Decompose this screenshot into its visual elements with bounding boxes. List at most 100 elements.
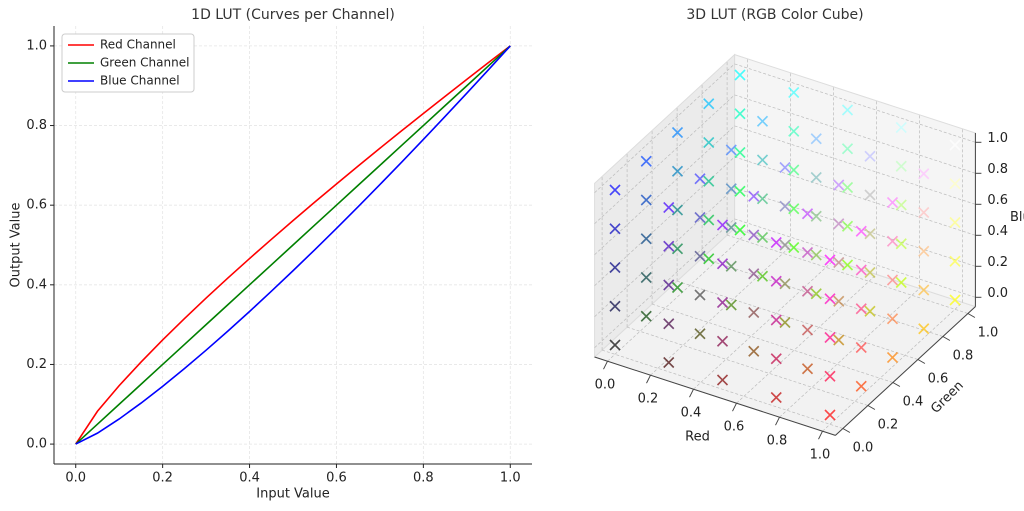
- z-tick-label: 1.0: [987, 131, 1008, 146]
- point: [810, 133, 822, 145]
- grid-line: [822, 302, 963, 432]
- point: [663, 279, 675, 291]
- x-tick-label: 0.2: [638, 392, 659, 407]
- point: [949, 216, 961, 229]
- point: [703, 175, 715, 187]
- point: [886, 235, 899, 247]
- tick-mark: [689, 388, 694, 398]
- point: [716, 258, 729, 270]
- legend-label: Green Channel: [100, 56, 189, 70]
- point: [671, 243, 684, 255]
- point: [949, 255, 961, 267]
- point: [949, 178, 961, 190]
- y-tick-label: 0.4: [903, 395, 924, 410]
- point: [918, 206, 930, 219]
- point: [703, 136, 715, 149]
- point: [779, 278, 791, 290]
- point: [694, 211, 706, 224]
- tick-mark: [917, 359, 926, 364]
- x-tick-label: 0.4: [239, 471, 260, 486]
- line-series: [75, 45, 511, 445]
- point: [756, 270, 769, 282]
- point: [640, 194, 652, 206]
- point: [734, 224, 746, 236]
- point: [895, 238, 907, 250]
- point: [864, 266, 876, 279]
- point: [725, 221, 737, 234]
- point: [640, 310, 652, 322]
- point: [734, 146, 746, 159]
- x-tick-label: 0.6: [724, 420, 745, 435]
- point: [779, 316, 791, 329]
- y-tick-label: 1.0: [26, 38, 47, 53]
- grid-line: [651, 303, 894, 383]
- point: [864, 150, 876, 162]
- tick-mark: [603, 360, 608, 370]
- point: [748, 229, 760, 241]
- point: [810, 249, 822, 261]
- x-tick-label: 0.0: [595, 378, 616, 393]
- point: [801, 208, 814, 220]
- grid-line: [594, 187, 735, 317]
- point: [734, 108, 746, 120]
- z-tick-label: 0.6: [987, 193, 1008, 208]
- point: [703, 214, 715, 226]
- grid-line: [736, 274, 877, 404]
- x-axis-label: Red: [685, 430, 710, 445]
- point: [770, 353, 782, 365]
- point: [833, 179, 845, 191]
- point: [748, 268, 760, 280]
- point: [694, 173, 706, 185]
- y-tick-label: 0.0: [26, 437, 47, 452]
- point: [788, 125, 800, 137]
- point: [824, 370, 836, 382]
- point: [671, 126, 684, 139]
- point: [725, 183, 737, 195]
- tick-mark: [818, 430, 823, 440]
- point: [716, 335, 729, 347]
- point: [663, 240, 675, 252]
- point: [663, 318, 675, 330]
- point: [748, 345, 760, 357]
- point: [895, 160, 907, 172]
- point: [770, 236, 782, 249]
- point: [801, 285, 814, 297]
- point: [841, 143, 854, 155]
- x-tick-label: 0.2: [152, 471, 173, 486]
- z-tick-label: 0.2: [987, 255, 1008, 270]
- point: [886, 313, 899, 325]
- line-series: [75, 45, 511, 445]
- grid-line: [676, 280, 919, 360]
- x-axis-label: Input Value: [256, 487, 330, 502]
- grid-line: [650, 246, 791, 376]
- point: [779, 239, 791, 251]
- z-tick-label: 0.8: [987, 162, 1008, 177]
- y-tick-label: 0.2: [26, 357, 47, 372]
- grid-line: [594, 94, 735, 224]
- point: [609, 300, 621, 312]
- grid-line: [726, 234, 969, 314]
- point: [671, 165, 684, 177]
- tick-mark: [775, 416, 780, 426]
- chart-title: 1D LUT (Curves per Channel): [191, 7, 395, 23]
- axis-line: [835, 306, 976, 436]
- point: [748, 306, 760, 319]
- point: [703, 98, 715, 110]
- point: [833, 256, 845, 269]
- grid-line: [601, 349, 844, 429]
- point: [864, 228, 876, 240]
- tick-mark: [867, 405, 876, 410]
- grid-line: [734, 156, 976, 236]
- point: [788, 164, 800, 176]
- point: [640, 155, 652, 167]
- point: [918, 284, 930, 296]
- legend-box: [61, 33, 195, 93]
- tick-mark: [892, 382, 901, 387]
- tick-mark: [732, 402, 737, 412]
- point: [855, 341, 867, 354]
- tick-mark: [942, 336, 951, 341]
- y-tick-label: 0.4: [26, 277, 47, 292]
- x-tick-label: 1.0: [500, 471, 521, 486]
- point: [770, 314, 782, 326]
- x-tick-label: 0.0: [65, 471, 86, 486]
